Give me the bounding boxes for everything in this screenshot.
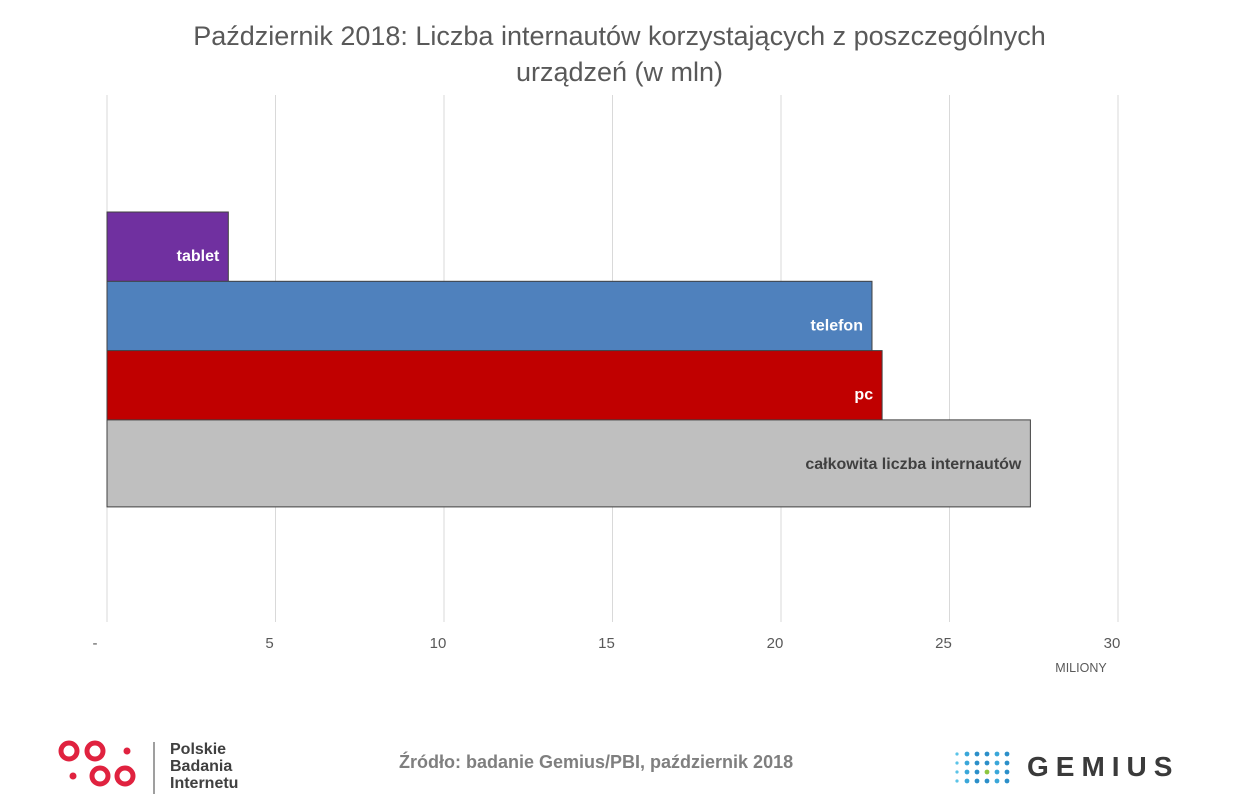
- bar-chart: - 5 10 15 20 25 30 MILIONY tablet telefon pc całkow…: [93, 95, 1121, 675]
- gemius-dot: [1004, 751, 1010, 757]
- bar-label: całkowita liczba internautów: [805, 456, 1022, 473]
- pbi-logo: [58, 740, 258, 796]
- bar-label: pc: [854, 387, 873, 404]
- x-tick-label: 10: [430, 635, 447, 652]
- gemius-dot: [974, 751, 980, 757]
- gemius-logo-text: GEMIUS: [1027, 751, 1180, 782]
- x-tick-label: -: [93, 635, 98, 652]
- gemius-dots-icon: [955, 751, 1010, 784]
- gemius-dot: [955, 770, 959, 774]
- gemius-dot: [1004, 778, 1010, 784]
- gemius-dot: [964, 769, 970, 775]
- pbi-dots-icon: [58, 740, 155, 794]
- gemius-dot: [964, 778, 970, 784]
- chart-title-line2: urządzeń (w mln): [515, 57, 724, 87]
- gemius-dot: [984, 769, 990, 775]
- gemius-dot: [974, 778, 980, 784]
- gemius-dot: [955, 752, 959, 756]
- gemius-dot: [984, 751, 990, 757]
- x-tick-label: 25: [935, 635, 952, 652]
- x-axis-label: MILIONY: [1055, 661, 1107, 675]
- pbi-logo-line3: Internetu: [170, 775, 239, 792]
- gemius-dot: [964, 760, 970, 766]
- gemius-dot: [994, 751, 1000, 757]
- gemius-dot: [955, 779, 959, 783]
- bar: [106, 419, 1031, 508]
- gemius-dot: [1004, 769, 1010, 775]
- gemius-logo: [953, 750, 1213, 786]
- pbi-logo-text: Polskie Badania Internetu: [170, 741, 238, 792]
- source-note: Źródło: badanie Gemius/PBI, październik …: [399, 752, 794, 772]
- gemius-dot: [994, 778, 1000, 784]
- chart-title: Październik 2018: Liczba internautów kor…: [0, 18, 1239, 90]
- x-tick-label: 15: [598, 635, 615, 652]
- gemius-dot: [1004, 760, 1010, 766]
- gemius-dot: [974, 760, 980, 766]
- gemius-dot: [955, 761, 959, 765]
- gemius-dot: [984, 778, 990, 784]
- gemius-dot: [964, 751, 970, 757]
- bar-label: tablet: [177, 248, 220, 265]
- x-tick-label: 30: [1104, 635, 1121, 652]
- pbi-logo-line1: Polskie: [170, 741, 227, 758]
- gemius-dot: [974, 769, 980, 775]
- x-tick-label: 20: [767, 635, 784, 652]
- pbi-logo-line2: Badania: [170, 758, 233, 775]
- chart-title-line1: Październik 2018: Liczba internautów kor…: [193, 21, 1046, 51]
- gemius-dot: [994, 760, 1000, 766]
- gemius-dot: [984, 760, 990, 766]
- gemius-dot: [994, 769, 1000, 775]
- x-tick-label: 5: [265, 635, 273, 652]
- bar-label: telefon: [811, 317, 863, 334]
